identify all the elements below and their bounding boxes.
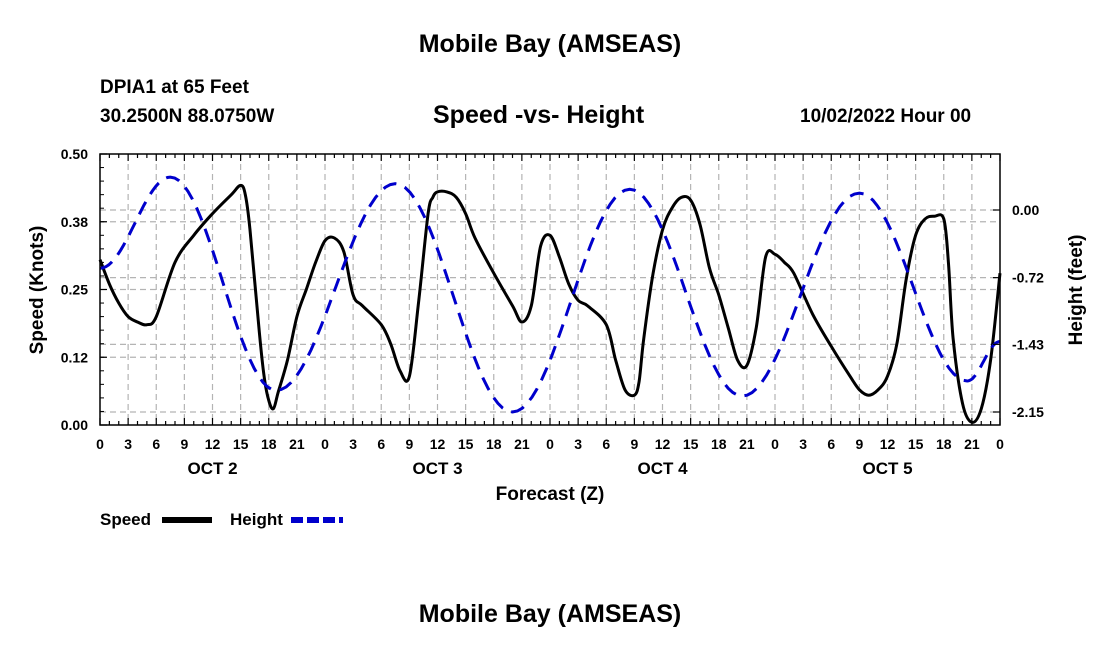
x-tick-label: 0 <box>321 436 329 452</box>
right-y-tick-label: -0.72 <box>1012 270 1044 286</box>
x-tick-label: 15 <box>233 436 249 452</box>
day-label: OCT 4 <box>637 459 688 478</box>
height-series-line <box>99 175 1001 414</box>
x-tick-label: 15 <box>908 436 924 452</box>
chart-subtitle: Speed -vs- Height <box>433 101 645 129</box>
x-axis-title: Forecast (Z) <box>496 484 605 505</box>
x-tick-label: 21 <box>289 436 305 452</box>
legend: Speed Height <box>100 510 343 529</box>
y-tick-label: 0.50 <box>61 146 88 162</box>
footer-chart-title: Mobile Bay (AMSEAS) <box>418 600 682 628</box>
legend-height-label: Height <box>230 510 283 529</box>
y-tick-label: 0.38 <box>61 214 88 230</box>
x-tick-label: 0 <box>96 436 104 452</box>
tick-marks <box>99 153 1001 426</box>
x-tick-label: 6 <box>152 436 160 452</box>
day-label: OCT 3 <box>412 459 462 478</box>
x-tick-label: 15 <box>683 436 699 452</box>
x-tick-label: 18 <box>711 436 727 452</box>
axis-labels: 0 3 6 9 12 15 18 21 0 3 6 9 12 15 18 21 0 3 6 9 12 15 18 21 0 3 6 9… <box>27 146 1087 505</box>
day-label: OCT 5 <box>862 459 912 478</box>
x-tick-label: 12 <box>880 436 896 452</box>
chart-title: Mobile Bay (AMSEAS) <box>418 30 682 58</box>
x-tick-label: 21 <box>739 436 755 452</box>
x-tick-label: 9 <box>855 436 863 452</box>
x-tick-label: 6 <box>602 436 610 452</box>
legend-speed-label: Speed <box>100 510 151 529</box>
right-y-tick-label: -1.43 <box>1012 336 1044 352</box>
x-tick-label: 3 <box>799 436 807 452</box>
x-tick-label: 0 <box>771 436 779 452</box>
coordinates-label: 30.2500N 88.0750W <box>100 106 275 127</box>
x-tick-label: 15 <box>458 436 474 452</box>
x-tick-label: 21 <box>964 436 980 452</box>
x-tick-label: 9 <box>405 436 413 452</box>
right-y-tick-label: -2.15 <box>1012 404 1044 420</box>
day-label: OCT 2 <box>187 459 237 478</box>
x-tick-label: 3 <box>574 436 582 452</box>
forecast-datetime: 10/02/2022 Hour 00 <box>800 106 972 127</box>
x-tick-label: 18 <box>261 436 277 452</box>
y-tick-label: 0.25 <box>61 282 88 298</box>
speed-height-chart: 0 3 6 9 12 15 18 21 0 3 6 9 12 15 18 21 0 3 6 9 12 15 18 21 0 3 6 9… <box>27 146 1087 529</box>
x-tick-label: 12 <box>430 436 446 452</box>
speed-series-line <box>98 183 1002 424</box>
right-y-tick-label: 0.00 <box>1012 202 1039 218</box>
x-tick-label: 12 <box>205 436 221 452</box>
y-tick-label: 0.12 <box>61 349 88 365</box>
grid-lines <box>100 154 1000 425</box>
x-tick-label: 0 <box>546 436 554 452</box>
x-tick-label: 6 <box>377 436 385 452</box>
right-y-axis-title: Height (feet) <box>1066 235 1087 346</box>
x-tick-label: 0 <box>996 436 1004 452</box>
station-label: DPIA1 at 65 Feet <box>100 77 249 98</box>
y-axis-title: Speed (Knots) <box>27 226 48 355</box>
x-tick-label: 12 <box>655 436 671 452</box>
x-tick-label: 3 <box>124 436 132 452</box>
y-tick-label: 0.00 <box>61 417 88 433</box>
x-tick-label: 9 <box>630 436 638 452</box>
x-tick-label: 3 <box>349 436 357 452</box>
x-tick-label: 18 <box>936 436 952 452</box>
series-lines <box>98 175 1002 424</box>
x-tick-label: 21 <box>514 436 530 452</box>
x-tick-label: 18 <box>486 436 502 452</box>
x-tick-label: 9 <box>180 436 188 452</box>
x-tick-label: 6 <box>827 436 835 452</box>
